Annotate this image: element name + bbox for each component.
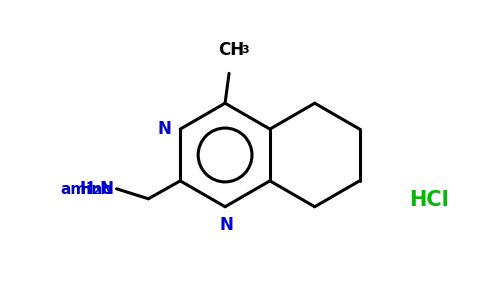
Text: H₂N: H₂N — [79, 180, 115, 198]
Text: CH: CH — [218, 41, 244, 59]
Text: 3: 3 — [241, 45, 249, 56]
Text: N: N — [157, 120, 171, 138]
Text: N: N — [219, 216, 233, 234]
Text: HCl: HCl — [409, 190, 449, 210]
Text: amino: amino — [60, 182, 113, 197]
